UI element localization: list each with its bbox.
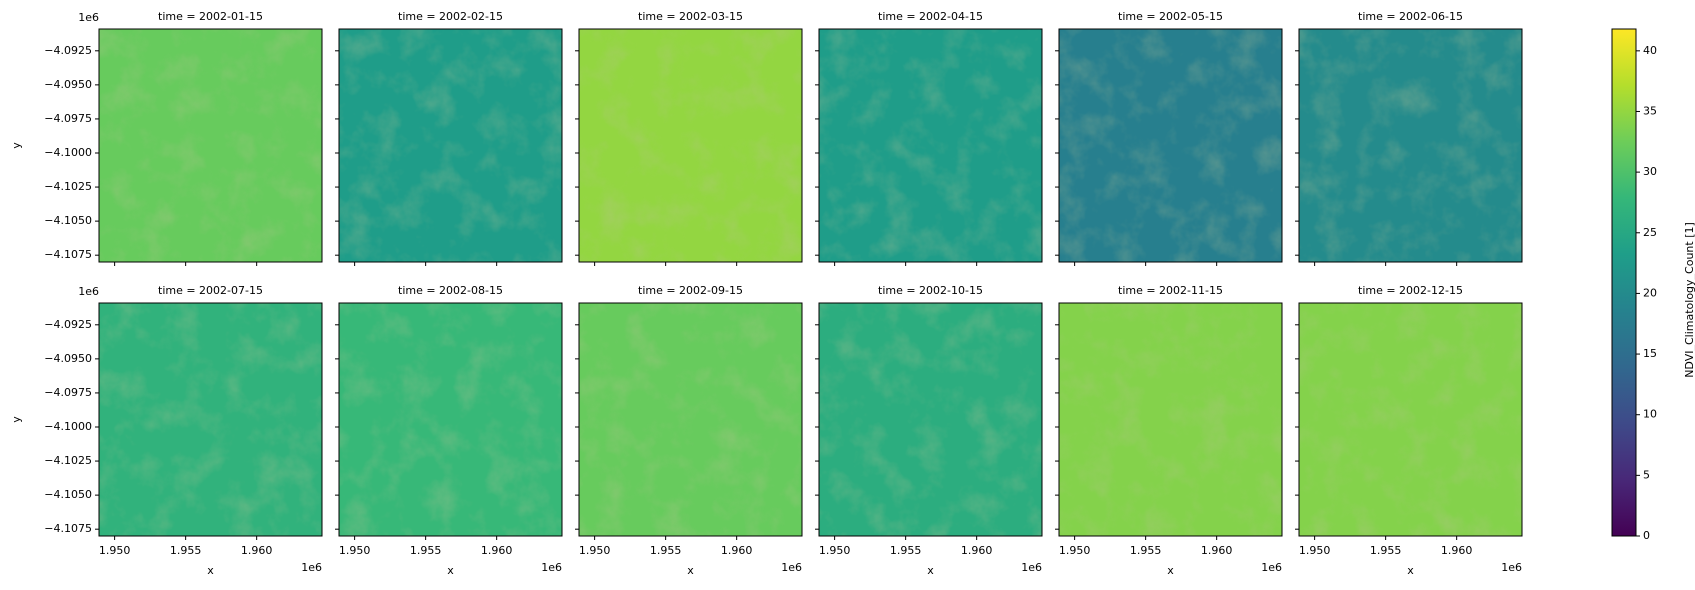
panel-frame — [818, 28, 1043, 263]
y-axis-label: y — [10, 416, 23, 423]
x-axis-label: x — [447, 564, 454, 577]
panel-title: time = 2002-05-15 — [1118, 10, 1223, 23]
panel-title: time = 2002-09-15 — [638, 284, 743, 297]
panel-frame — [338, 28, 563, 263]
panel-frame — [338, 302, 563, 537]
y-tick-label: −4.1025 — [44, 454, 92, 467]
x-offset-label: 1e6 — [301, 561, 322, 574]
x-tick-label: 1.960 — [721, 544, 753, 557]
raster-texture — [819, 29, 1042, 262]
colorbar-tick-label: 25 — [1643, 226, 1657, 239]
panel-title: time = 2002-02-15 — [398, 10, 503, 23]
y-offset-label: 1e6 — [78, 285, 99, 298]
colorbar — [1611, 28, 1637, 537]
x-axis-label: x — [207, 564, 214, 577]
x-tick-label: 1.950 — [339, 544, 371, 557]
x-tick-label: 1.960 — [961, 544, 993, 557]
colorbar-tick-label: 40 — [1643, 44, 1657, 57]
x-tick-label: 1.955 — [1370, 544, 1402, 557]
panel-frame — [1058, 28, 1283, 263]
raster-texture — [99, 303, 322, 536]
x-offset-label: 1e6 — [1021, 561, 1042, 574]
panel-frame — [1298, 28, 1523, 263]
y-tick-label: −4.0925 — [44, 318, 92, 331]
x-axis-label: x — [1407, 564, 1414, 577]
x-axis-label: x — [927, 564, 934, 577]
panel-frame — [98, 28, 323, 263]
panel-title: time = 2002-08-15 — [398, 284, 503, 297]
y-tick-label: −4.0975 — [44, 112, 92, 125]
x-tick-label: 1.955 — [170, 544, 202, 557]
x-tick-label: 1.950 — [579, 544, 611, 557]
x-tick-label: 1.950 — [1059, 544, 1091, 557]
panel-title: time = 2002-12-15 — [1358, 284, 1463, 297]
raster-texture — [99, 29, 322, 262]
x-tick-label: 1.950 — [99, 544, 131, 557]
colorbar-tick-label: 10 — [1643, 408, 1657, 421]
colorbar-tick-label: 20 — [1643, 286, 1657, 299]
panel-title: time = 2002-10-15 — [878, 284, 983, 297]
x-tick-label: 1.960 — [241, 544, 273, 557]
colorbar-tick-label: 35 — [1643, 104, 1657, 117]
raster-texture — [579, 303, 802, 536]
x-tick-label: 1.960 — [1441, 544, 1473, 557]
panel-frame — [1058, 302, 1283, 537]
panel-title: time = 2002-04-15 — [878, 10, 983, 23]
y-tick-label: −4.1075 — [44, 522, 92, 535]
y-tick-label: −4.1025 — [44, 180, 92, 193]
y-tick-label: −4.1050 — [44, 214, 92, 227]
x-offset-label: 1e6 — [541, 561, 562, 574]
y-tick-label: −4.1000 — [44, 146, 92, 159]
y-offset-label: 1e6 — [78, 11, 99, 24]
panel-title: time = 2002-06-15 — [1358, 10, 1463, 23]
x-offset-label: 1e6 — [1261, 561, 1282, 574]
raster-texture — [339, 303, 562, 536]
panel-title: time = 2002-11-15 — [1118, 284, 1223, 297]
x-tick-label: 1.960 — [1201, 544, 1233, 557]
panel-frame — [818, 302, 1043, 537]
y-tick-label: −4.1075 — [44, 248, 92, 261]
x-axis-label: x — [1167, 564, 1174, 577]
raster-texture — [339, 29, 562, 262]
panel-title: time = 2002-03-15 — [638, 10, 743, 23]
y-tick-label: −4.0950 — [44, 78, 92, 91]
y-tick-label: −4.1050 — [44, 488, 92, 501]
raster-texture — [1059, 303, 1282, 536]
x-tick-label: 1.960 — [481, 544, 513, 557]
panel-title: time = 2002-07-15 — [158, 284, 263, 297]
panel-frame — [578, 28, 803, 263]
x-tick-label: 1.950 — [819, 544, 851, 557]
x-axis-label: x — [687, 564, 694, 577]
x-tick-label: 1.950 — [1299, 544, 1331, 557]
panel-frame — [98, 302, 323, 537]
x-tick-label: 1.955 — [650, 544, 682, 557]
x-tick-label: 1.955 — [410, 544, 442, 557]
raster-texture — [1059, 29, 1282, 262]
x-offset-label: 1e6 — [781, 561, 802, 574]
x-offset-label: 1e6 — [1501, 561, 1522, 574]
y-tick-label: −4.0925 — [44, 44, 92, 57]
colorbar-tick-label: 5 — [1643, 468, 1650, 481]
panel-title: time = 2002-01-15 — [158, 10, 263, 23]
colorbar-label: NDVI_Climatology_Count [1] — [1683, 222, 1695, 378]
colorbar-tick-label: 15 — [1643, 347, 1657, 360]
x-tick-label: 1.955 — [1130, 544, 1162, 557]
panel-frame — [578, 302, 803, 537]
colorbar-tick-label: 0 — [1643, 529, 1650, 542]
colorbar-tick-label: 30 — [1643, 165, 1657, 178]
y-tick-label: −4.0950 — [44, 352, 92, 365]
raster-texture — [579, 29, 802, 262]
raster-texture — [1299, 303, 1522, 536]
raster-texture — [819, 303, 1042, 536]
panel-frame — [1298, 302, 1523, 537]
x-tick-label: 1.955 — [890, 544, 922, 557]
y-axis-label: y — [10, 142, 23, 149]
y-tick-label: −4.1000 — [44, 420, 92, 433]
raster-texture — [1299, 29, 1522, 262]
y-tick-label: −4.0975 — [44, 386, 92, 399]
